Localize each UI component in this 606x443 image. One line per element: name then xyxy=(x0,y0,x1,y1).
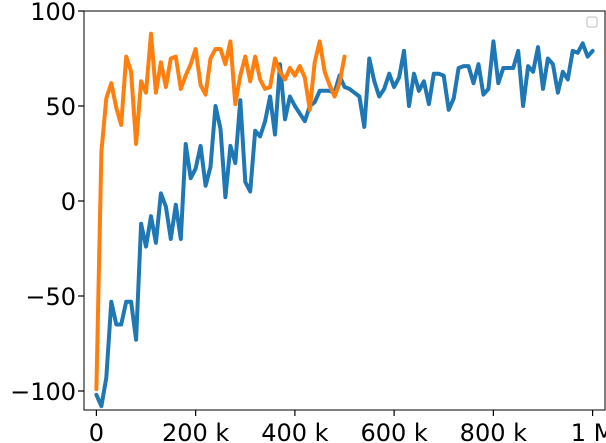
x-tick-label: 800 k xyxy=(460,419,527,443)
x-tick-label: 400 k xyxy=(261,419,328,443)
x-tick-label: 0 xyxy=(89,419,104,443)
y-tick-label: 100 xyxy=(30,0,76,26)
plot-frame xyxy=(83,10,606,411)
axis-ticks: 0 200 k 400 k 600 k 800 k 1 M −100 −50 0 50 100 xyxy=(10,0,606,443)
series-line-1 xyxy=(94,39,595,409)
plot-lines xyxy=(94,31,595,409)
legend-box xyxy=(586,16,598,28)
y-tick-label: −50 xyxy=(25,283,76,311)
x-tick-label: 200 k xyxy=(162,419,229,443)
y-tick-label: 50 xyxy=(45,93,76,121)
y-tick-label: 0 xyxy=(61,188,76,216)
x-tick-label: 1 M xyxy=(571,419,606,443)
x-tick-label: 600 k xyxy=(360,419,427,443)
series-line-2 xyxy=(94,31,347,392)
y-tick-label: −100 xyxy=(10,378,76,406)
